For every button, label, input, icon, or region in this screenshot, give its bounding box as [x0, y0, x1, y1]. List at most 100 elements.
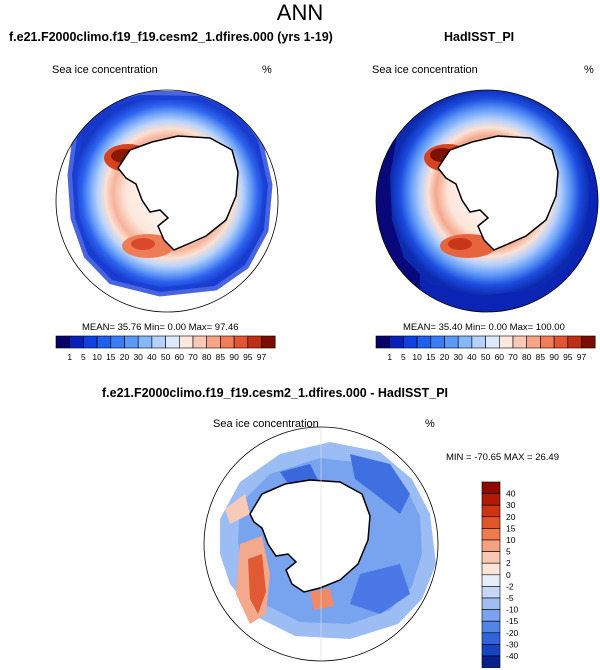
panel2-variable-label: Sea ice concentration — [372, 64, 478, 76]
panel2-colorbar-box — [499, 335, 514, 349]
panel1-colorbar-box — [124, 335, 139, 349]
panel2-colorbar-box — [553, 335, 569, 349]
panel2-colorbar-box — [444, 335, 459, 349]
panel1-colorbar-box — [165, 335, 180, 349]
panel2-colorbar-box — [416, 335, 432, 349]
panel1-colorbar-tick-label: 70 — [188, 352, 198, 362]
panel1-colorbar-box — [96, 335, 112, 349]
panel3-colorbar-box — [481, 632, 501, 645]
panel1-colorbar-box — [55, 335, 70, 349]
panel3-colorbar-box — [481, 644, 501, 657]
panel3-colorbar-tick-label: -10 — [506, 605, 519, 615]
panel3-map — [203, 426, 439, 662]
panel3-variable-label: Sea ice concentration — [213, 418, 319, 430]
panel1-colorbar-box — [83, 335, 98, 349]
panel1-colorbar-tick-label: 60 — [175, 352, 185, 362]
panel3-stats: MIN = -70.65 MAX = 26.49 — [446, 452, 560, 463]
panel2-title: HadISST_PI — [444, 30, 515, 44]
panel3-colorbar-box — [481, 516, 501, 529]
panel2-colorbar-tick-label: 40 — [467, 352, 477, 362]
panel1-colorbar-tick-label: 5 — [81, 352, 86, 362]
panel1-colorbar-box — [110, 335, 125, 349]
panel1-colorbar-tick-label: 15 — [106, 352, 116, 362]
panel2-colorbar-tick-label: 97 — [577, 352, 587, 362]
panel2-colorbar-box — [567, 335, 582, 349]
panel2-units-label: % — [584, 64, 594, 76]
panel1-colorbar-box — [69, 335, 84, 349]
panel2-colorbar-tick-label: 30 — [453, 352, 463, 362]
panel3-colorbar-tick-label: 15 — [506, 523, 516, 533]
panel1-colorbar-tick-label: 40 — [147, 352, 157, 362]
panel2-colorbar-tick-label: 1 — [387, 352, 392, 362]
panel2-colorbar-box — [471, 335, 486, 349]
panel3-colorbar-tick-label: -2 — [506, 581, 514, 591]
panel3-colorbar-tick-label: 0 — [506, 570, 511, 580]
panel1-colorbar-tick-label: 20 — [120, 352, 130, 362]
panel1-colorbar-box — [179, 335, 194, 349]
panel1-units-label: % — [262, 64, 272, 76]
panel3-colorbar-box — [481, 493, 501, 506]
page-title: ANN — [276, 0, 324, 25]
panel1-colorbar-box — [233, 335, 249, 349]
panel3-colorbar-tick-label: -30 — [506, 639, 519, 649]
panel3-colorbar-tick-label: 20 — [506, 512, 516, 522]
panel2-colorbar-tick-label: 50 — [481, 352, 491, 362]
panel2-colorbar-tick-label: 70 — [508, 352, 518, 362]
panel3-colorbar-box — [481, 609, 501, 622]
panel3-colorbar-box — [481, 562, 501, 576]
panel1-colorbar-box — [192, 335, 207, 349]
panel3-colorbar-tick-label: -5 — [506, 593, 514, 603]
panel3-colorbar-tick-label: 2 — [506, 558, 511, 568]
panel2-colorbar-box — [389, 335, 404, 349]
panel1-stats: MEAN= 35.76 Min= 0.00 Max= 97.46 — [82, 322, 239, 333]
panel2-colorbar-tick-label: 80 — [522, 352, 532, 362]
panel3-colorbar-box — [481, 528, 501, 541]
panel2-colorbar-box — [430, 335, 445, 349]
panel3-colorbar-box — [481, 539, 501, 552]
panel2-colorbar-box — [581, 335, 596, 349]
panel1-colorbar-box — [247, 335, 262, 349]
panel2-colorbar-tick-label: 85 — [536, 352, 546, 362]
panel1-colorbar-box — [137, 335, 153, 349]
panel2-colorbar-tick-label: 90 — [549, 352, 559, 362]
panel2-colorbar-box — [512, 335, 527, 349]
panel3-colorbar-box — [481, 574, 501, 587]
panel1-colorbar-box — [220, 335, 235, 349]
panel2-colorbar-box — [457, 335, 473, 349]
panel1-colorbar-tick-label: 80 — [202, 352, 212, 362]
panel2-colorbar-box — [526, 335, 541, 349]
panel2-colorbar-box — [485, 335, 500, 349]
panel2-colorbar-box — [540, 335, 555, 349]
panel1-colorbar-tick-label: 85 — [216, 352, 226, 362]
panel1-title: f.e21.F2000climo.f19_f19.cesm2_1.dfires.… — [9, 30, 333, 44]
panel1-colorbar-tick-label: 90 — [229, 352, 239, 362]
panel1-colorbar-box — [206, 335, 221, 349]
panel3-colorbar-tick-label: 10 — [506, 535, 516, 545]
panel2-colorbar-tick-label: 60 — [495, 352, 505, 362]
panel2-colorbar-tick-label: 10 — [412, 352, 422, 362]
panel1-colorbar: 1 5 10 15 20 30 40 50 60 70 80 85 90 95 97 — [55, 335, 276, 362]
panel2-colorbar-box — [375, 335, 390, 349]
panel2-colorbar-box — [403, 335, 418, 349]
panel1-colorbar-box — [151, 335, 166, 349]
panel3-units-label: % — [425, 418, 435, 430]
panel1-variable-label: Sea ice concentration — [52, 64, 158, 76]
panel3-colorbar-tick-label: -40 — [506, 651, 519, 661]
panel3-title: f.e21.F2000climo.f19_f19.cesm2_1.dfires.… — [102, 386, 449, 400]
panel2-map — [375, 89, 599, 313]
panel1-colorbar-tick-label: 95 — [243, 352, 253, 362]
panel2-colorbar-tick-label: 15 — [426, 352, 436, 362]
panel1-colorbar-tick-label: 10 — [92, 352, 102, 362]
panel1-colorbar-tick-label: 97 — [257, 352, 267, 362]
panel3-colorbar-box — [481, 481, 501, 494]
panel2-colorbar-tick-label: 95 — [563, 352, 573, 362]
panel3-colorbar-tick-label: 40 — [506, 489, 516, 499]
panel1-colorbar-tick-label: 50 — [161, 352, 171, 362]
panel2-colorbar-tick-label: 5 — [401, 352, 406, 362]
panel3-colorbar-tick-label: -15 — [506, 616, 519, 626]
panel3-colorbar-box — [481, 504, 501, 518]
panel1-colorbar-tick-label: 1 — [67, 352, 72, 362]
panel3-colorbar-box — [481, 597, 501, 610]
panel3-colorbar-tick-label: -20 — [506, 628, 519, 638]
